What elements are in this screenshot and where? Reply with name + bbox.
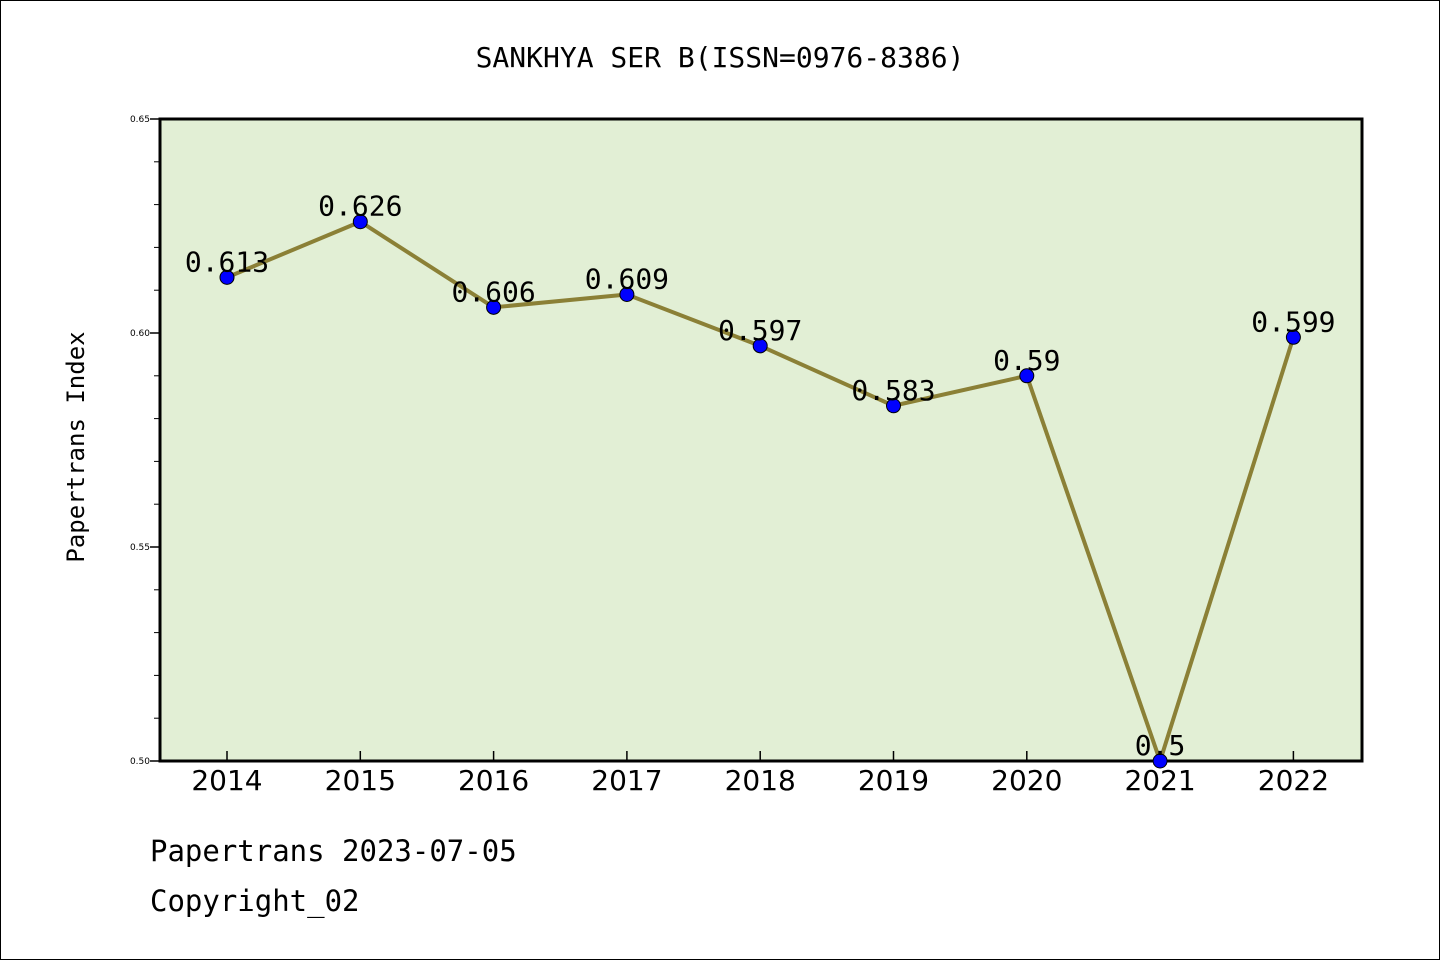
data-label: 0.609 bbox=[585, 262, 669, 295]
data-label: 0.59 bbox=[993, 344, 1060, 377]
footer-copyright-text: Copyright_02 bbox=[150, 884, 360, 918]
y-tick-label: 0.65 bbox=[130, 115, 150, 125]
x-tick-label: 2015 bbox=[325, 764, 396, 797]
data-label: 0.626 bbox=[318, 190, 402, 223]
data-point bbox=[352, 214, 368, 230]
x-tick-label: 2016 bbox=[458, 764, 529, 797]
data-point bbox=[1152, 753, 1168, 769]
data-label: 0.5 bbox=[1135, 729, 1186, 762]
data-labels: 0.613 0.626 0.606 0.609 0.597 0.583 0.59 0.5 0.5… bbox=[185, 190, 1336, 762]
data-label: 0.597 bbox=[718, 314, 802, 347]
data-point bbox=[219, 269, 235, 285]
x-tick-label: 2014 bbox=[191, 764, 262, 797]
x-tick-label: 2020 bbox=[991, 764, 1062, 797]
x-tick-label: 2017 bbox=[591, 764, 662, 797]
data-point bbox=[1019, 368, 1035, 384]
x-axis-ticks: 2014 2015 2016 2017 2018 2019 2020 2021 2022 bbox=[191, 751, 1329, 797]
data-point bbox=[752, 338, 768, 354]
y-tick-label: 0.50 bbox=[130, 757, 150, 767]
y-axis-label: Papertrans Index bbox=[62, 331, 90, 562]
data-point bbox=[886, 398, 901, 414]
x-tick-label: 2019 bbox=[858, 764, 929, 797]
chart-title: SANKHYA SER B(ISSN=0976-8386) bbox=[476, 41, 965, 74]
data-label: 0.583 bbox=[851, 374, 935, 407]
data-point bbox=[486, 299, 502, 315]
data-point bbox=[1285, 329, 1301, 345]
data-label: 0.613 bbox=[185, 245, 269, 278]
x-tick-label: 2021 bbox=[1124, 764, 1195, 797]
data-markers bbox=[219, 214, 1301, 769]
y-tick-label: 0.60 bbox=[130, 329, 150, 339]
x-tick-label: 2018 bbox=[725, 764, 796, 797]
y-axis-ticks: 0.50 0.55 0.60 0.65 bbox=[130, 115, 160, 767]
x-tick-label: 2022 bbox=[1258, 764, 1329, 797]
data-point bbox=[619, 286, 635, 302]
data-label: 0.599 bbox=[1251, 305, 1335, 338]
footer-date-text: Papertrans 2023-07-05 bbox=[150, 834, 517, 868]
y-tick-label: 0.55 bbox=[130, 543, 150, 553]
data-label: 0.606 bbox=[451, 275, 535, 308]
